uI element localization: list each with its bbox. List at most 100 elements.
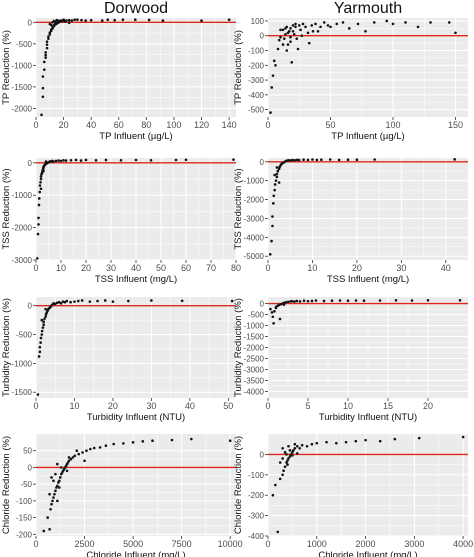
y-tick-label: -200 [248,491,265,500]
data-point [378,439,382,443]
data-point [134,18,137,22]
data-point [161,19,165,22]
data-point [306,299,310,303]
data-point [344,440,348,444]
data-point [316,29,320,33]
y-tick-label: 0 [28,159,33,168]
data-point [65,469,69,473]
data-point [44,53,47,57]
data-point [289,35,292,39]
data-point [42,169,45,173]
data-point [272,202,275,205]
data-point [100,19,104,22]
y-tick-label: -500 [248,311,265,320]
x-tick-label: 30 [146,401,156,411]
data-point [41,326,45,329]
data-point [364,438,367,442]
data-point [311,158,314,161]
x-tick-label: 10 [307,263,317,273]
data-point [41,75,45,78]
data-point [69,300,72,304]
panel-5: 0 10 20 30 40 50 -1500 -1000 -500 0 Turbidity Infl… [1,297,236,423]
data-point [276,169,280,173]
panel-4: 0 10 20 30 40 -5000 -4000 -3000 -2000 -1000 0 TSS I… [233,158,468,285]
x-tick-label: 40 [131,263,141,273]
x-tick-label: 40 [441,263,451,273]
x-tick-label: 0 [33,263,38,273]
data-point [306,31,310,35]
data-point [67,18,71,22]
x-tick-label: 20 [108,401,118,411]
data-point [290,61,294,64]
data-point [281,446,284,450]
data-point [230,299,234,303]
data-point [76,18,79,22]
x-tick-label: 100 [166,120,181,130]
data-point [67,459,71,463]
data-point [69,457,73,461]
column-title-left: Dorwood [103,0,169,17]
data-point [57,300,61,304]
data-point [291,158,294,162]
x-axis-label: Chloride Influent (mg/L) [86,550,185,557]
data-point [44,51,47,54]
data-point [151,439,154,442]
data-point [232,158,235,161]
x-axis-label: TP Influent (µg/L) [99,131,172,142]
data-point [346,299,350,303]
data-point [272,194,276,198]
y-tick-label: 0 [28,18,33,27]
data-point [278,477,282,481]
data-point [38,190,42,194]
data-point [429,21,432,24]
data-point [98,446,102,449]
y-tick-label: -50 [20,480,32,489]
data-point [77,299,80,303]
data-point [75,449,79,453]
data-point [416,25,420,29]
data-point [54,489,57,493]
y-tick-label: -3000 [244,365,265,374]
data-point [277,181,281,184]
data-point [81,451,84,454]
data-point [106,18,110,22]
data-points [36,299,234,396]
data-point [275,172,279,176]
data-point [96,299,99,303]
data-point [290,299,294,303]
data-point [37,355,41,358]
data-point [228,439,232,442]
x-tick-label: 80 [231,263,241,273]
data-point [362,299,366,303]
data-point [314,299,318,302]
y-tick-label: -3500 [244,376,265,385]
data-point [272,59,276,63]
y-tick-label: -1500 [12,388,33,397]
y-tick-label: 0 [260,158,265,167]
x-axis-label: Turbidity Influent (NTU) [319,412,417,423]
data-point [292,32,296,36]
data-point [354,299,358,302]
x-tick-label: 100 [385,120,400,130]
data-point [270,311,274,314]
data-point [39,177,43,181]
data-point [44,56,47,59]
data-point [59,302,63,305]
x-tick-label: 60 [114,120,124,130]
data-point [37,223,40,226]
data-point [83,459,86,463]
data-point [291,454,294,457]
data-point [297,24,301,27]
x-axis-label: TSS Influent (mg/L) [95,274,177,285]
data-point [315,158,319,162]
data-point [326,24,330,27]
panel-6: 0 5 10 15 20 -4000 -3500 -3000 -2500-2000 -1500 -1… [233,297,468,423]
data-point [56,499,59,503]
x-tick-label: 0 [33,539,38,549]
data-points [40,18,231,117]
data-point [71,456,75,459]
x-tick-label: 4000 [453,539,473,549]
data-point [80,18,83,22]
x-tick-label: 50 [156,263,166,273]
data-point [378,299,382,302]
